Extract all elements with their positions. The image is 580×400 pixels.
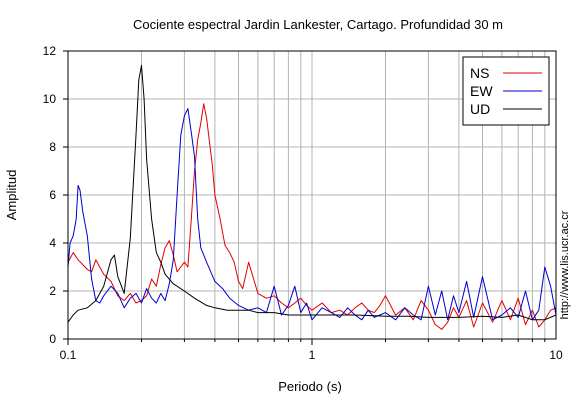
x-axis-label: Periodo (s) (278, 379, 342, 394)
chart-title: Cociente espectral Jardin Lankester, Car… (133, 17, 503, 32)
x-tick-label: 0.1 (60, 348, 77, 362)
legend-label-ns: NS (470, 65, 489, 81)
y-tick-label: 4 (49, 236, 56, 250)
y-tick-label: 12 (43, 44, 57, 58)
legend-label-ew: EW (470, 83, 493, 99)
y-tick-label: 2 (49, 284, 56, 298)
y-axis-label: Amplitud (4, 170, 19, 221)
series-line-ew (67, 108, 557, 321)
x-tick-label: 10 (549, 348, 563, 362)
plot-series (67, 64, 557, 330)
y-tick-label: 6 (49, 188, 56, 202)
side-url-text: http://www.lis.ucr.ac.cr (559, 210, 571, 319)
axis-ticks: 0.1 1 10 0 2 4 6 8 10 12 (43, 44, 563, 362)
y-tick-label: 10 (43, 92, 57, 106)
series-line-ud (67, 64, 557, 323)
legend-label-ud: UD (470, 101, 490, 117)
plot-area-frame (67, 50, 557, 340)
x-tick-label: 1 (309, 348, 316, 362)
chart-legend: NS EW UD (462, 56, 550, 126)
series-line-ns (67, 103, 557, 330)
y-tick-label: 8 (49, 140, 56, 154)
y-tick-label: 0 (49, 332, 56, 346)
